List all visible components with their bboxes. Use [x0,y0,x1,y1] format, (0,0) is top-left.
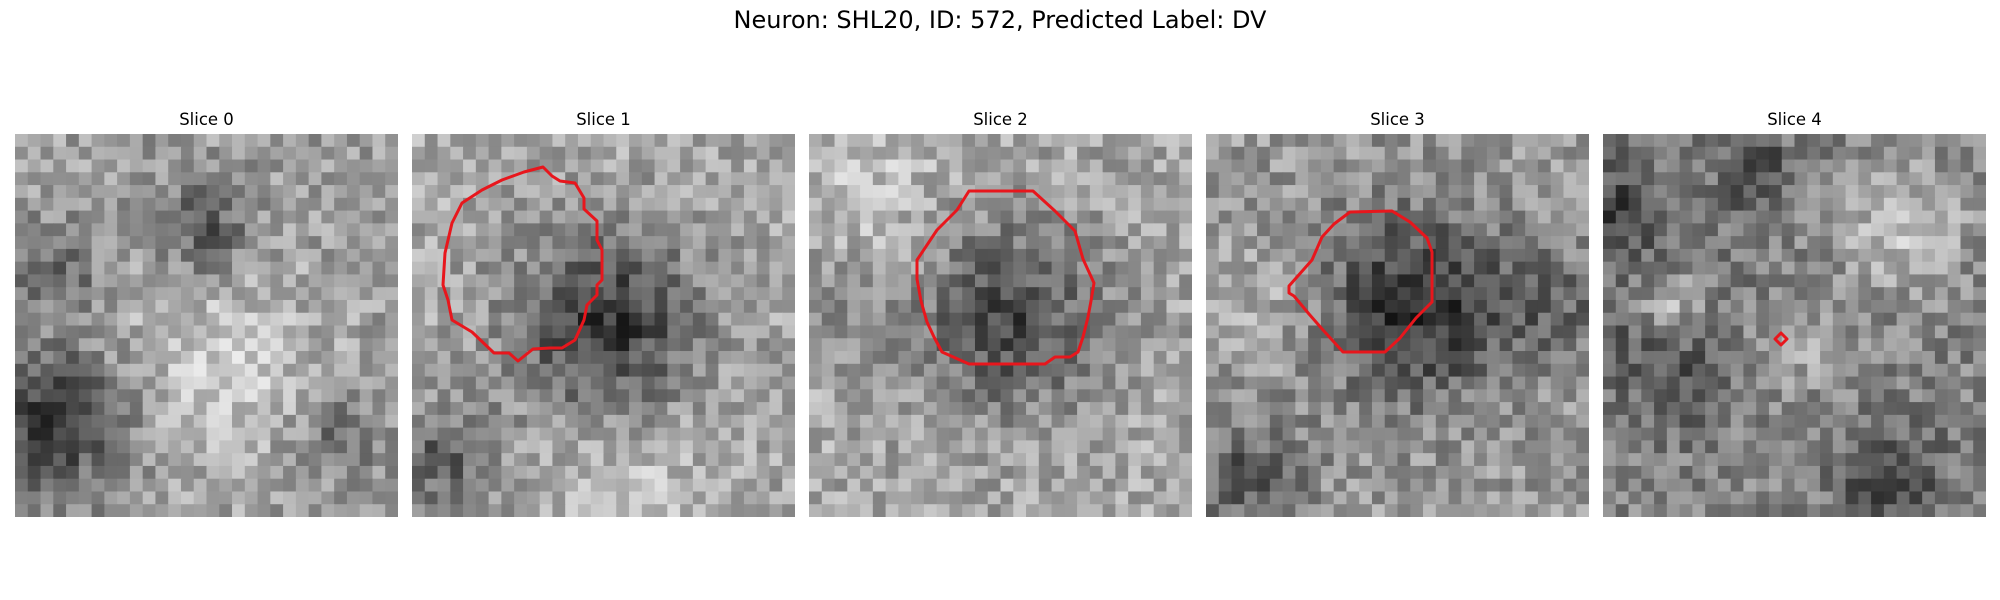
slice-image [1206,134,1589,517]
slice-image [15,134,398,517]
slice-title: Slice 1 [412,108,795,132]
image-pixels [1206,134,1589,517]
slice-image [809,134,1192,517]
image-pixels [1603,134,1986,517]
image-pixels [412,134,795,517]
slice-title: Slice 3 [1206,108,1589,132]
slice-panel-2: Slice 2 [809,108,1192,517]
slice-panel-1: Slice 1 [412,108,795,517]
slice-panel-0: Slice 0 [15,108,398,517]
slice-panel-3: Slice 3 [1206,108,1589,517]
figure-title: Neuron: SHL20, ID: 572, Predicted Label:… [0,6,2000,34]
slice-panel-4: Slice 4 [1603,108,1986,517]
image-pixels [15,134,398,517]
slice-image [1603,134,1986,517]
slice-title: Slice 4 [1603,108,1986,132]
slice-title: Slice 0 [15,108,398,132]
slice-title: Slice 2 [809,108,1192,132]
slice-image [412,134,795,517]
